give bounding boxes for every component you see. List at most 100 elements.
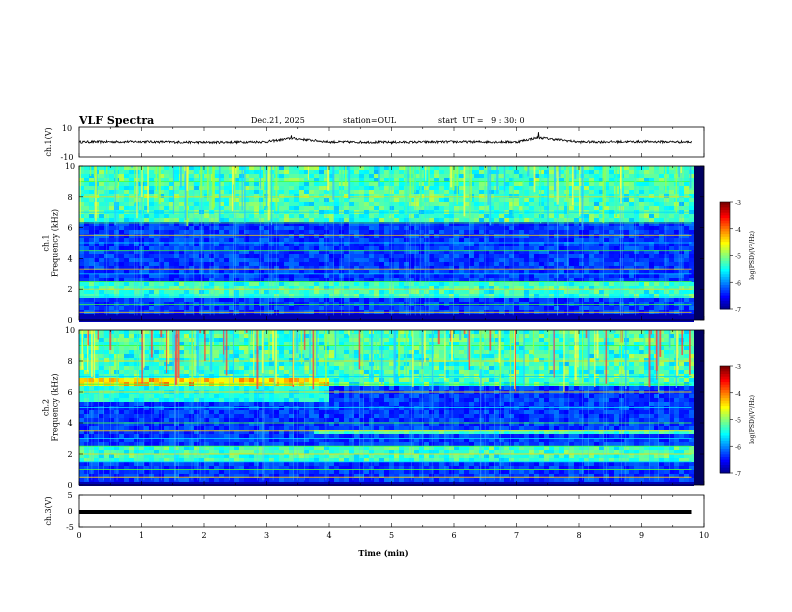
colorbar-ch1-segment [720,290,730,294]
ch3-ytick-label: 0 [67,507,72,516]
colorbar-ch2-segment [720,395,730,399]
colorbar-ch2-segment [720,368,730,372]
colorbar-ch1-segment [720,220,730,224]
colorbar-ch1-segment [720,236,730,240]
colorbar-ch2-tick-label: -5 [735,418,741,425]
colorbar-ch1-segment [720,279,730,283]
colorbar-ch2-segment [720,419,730,423]
colorbar-ch2-tick-label: -7 [735,471,741,478]
colorbar-ch2-tick-label: -3 [735,364,741,371]
spectrogram-ch2-ytick-label: 4 [67,419,72,428]
colorbar-ch2-segment [720,456,730,461]
colorbar-ch2-segment [720,379,730,383]
colorbar-ch2-segment [720,390,730,394]
x-tick-label: 2 [201,531,206,540]
spectrogram-ch2-ylabel-text: Frequency (kHz) [51,373,60,441]
colorbar-ch1-segment [720,292,730,297]
colorbar-ch1-segment [720,266,730,270]
ch1-ytick-label: -10 [61,153,74,162]
colorbar-ch1-segment [720,212,730,216]
colorbar-ch2-segment [720,403,730,407]
colorbar-ch1-segment [720,210,730,214]
colorbar-ch1-segment [720,226,730,230]
colorbar-ch2-tick-label: -6 [735,444,741,451]
colorbar-ch2-segment [720,384,730,388]
colorbar-ch2-label: log(PSD)(V²/Hz) [749,395,756,444]
spectrogram-ch1-ytick-label: 6 [67,224,72,233]
spectrogram-ch1-ytick-label: 0 [67,316,72,325]
colorbar-ch2-segment [720,467,730,471]
ch1-ytick-label: 10 [62,124,72,133]
colorbar-ch2-segment [720,382,730,386]
spectrogram-ch2-ytick-label: 2 [67,450,72,459]
colorbar-ch2-segment [720,462,730,466]
colorbar-ch1-segment [720,247,730,251]
colorbar-ch1-segment [720,202,730,206]
colorbar-ch1-segment [720,298,730,302]
colorbar-ch2-segment [720,398,730,402]
spectrogram-ch2-ylabel: ch.2 Frequency (kHz) [42,373,60,441]
colorbar-ch1-segment [720,258,730,262]
colorbar-ch2-segment [720,440,730,445]
x-tick-label: 6 [451,531,456,540]
spectrogram-ch1-ytick-label: 10 [65,162,75,171]
colorbar-ch2-segment [720,443,730,447]
colorbar-ch2-segment [720,422,730,426]
x-tick-label: 10 [699,531,709,540]
colorbar-ch1-label-text: log(PSD)(V²/Hz) [749,231,756,280]
spectrogram-ch2-ytick-label: 10 [65,326,75,335]
colorbar-ch1-label: log(PSD)(V²/Hz) [749,231,756,280]
spectrogram-ch1-ylabel-text: ch.1 [42,234,51,251]
x-tick-label: 9 [639,531,644,540]
x-tick-label: 7 [514,531,519,540]
colorbar-ch2-segment [720,376,730,380]
chart-date: Dec.21, 2025 [251,116,305,125]
colorbar-ch2-segment [720,424,730,429]
colorbar-ch2-segment [720,406,730,410]
spectrogram-ch1-ytick-label: 8 [67,193,72,202]
colorbar-ch2-segment [720,414,730,418]
colorbar-ch1-tick-label: -6 [735,280,741,287]
x-tick-label: 0 [76,531,81,540]
colorbar-ch2-segment [720,374,730,378]
colorbar-ch2-segment [720,448,730,453]
colorbar-ch1-segment [720,306,730,310]
x-tick-label: 3 [264,531,269,540]
colorbar-ch1-segment [720,274,730,278]
colorbar-ch1-tick-label: -5 [735,254,741,261]
colorbar-ch2-segment [720,371,730,375]
chart-start-time: start UT = 9 : 30: 0 [438,116,525,125]
colorbar-ch1-segment [720,282,730,286]
spectrogram-ch1-ytick-label: 2 [67,285,72,294]
colorbar-ch1-segment [720,263,730,267]
colorbar-ch2-segment [720,432,730,437]
colorbar-ch1-tick-label: -3 [735,200,741,207]
colorbar-ch1-segment [720,255,730,259]
ch3-ytick-label: 5 [67,491,72,500]
colorbar-ch1-segment [720,204,730,208]
spectrogram-ch1-ylabel-text: Frequency (kHz) [51,209,60,277]
colorbar-ch1-segment [720,300,730,305]
ch1-series-line [78,132,692,145]
colorbar-ch1-segment [720,244,730,248]
colorbar-ch2-segment [720,366,730,370]
colorbar-ch1-segment [720,303,730,307]
spectrogram-ch2 [79,330,704,486]
colorbar-ch2-segment [720,451,730,455]
colorbar-ch1-segment [720,207,730,211]
colorbar-ch1-segment [720,268,730,273]
chart-station: station=OUL [343,116,397,125]
x-tick-label: 8 [576,531,581,540]
spectrogram-ch1 [79,166,704,322]
colorbar-ch1-segment [720,260,730,265]
ch3-ytick-label: -5 [66,523,74,532]
colorbar-ch2-segment [720,470,730,474]
colorbar-ch2-segment [720,454,730,458]
colorbar-ch2-segment [720,416,730,420]
colorbar-ch1-segment [720,242,730,246]
colorbar-ch2-segment [720,464,730,469]
spectrogram-ch2-ylabel-text: ch.2 [42,399,51,416]
colorbar-ch1-segment [720,223,730,227]
colorbar-ch2-segment [720,459,730,463]
